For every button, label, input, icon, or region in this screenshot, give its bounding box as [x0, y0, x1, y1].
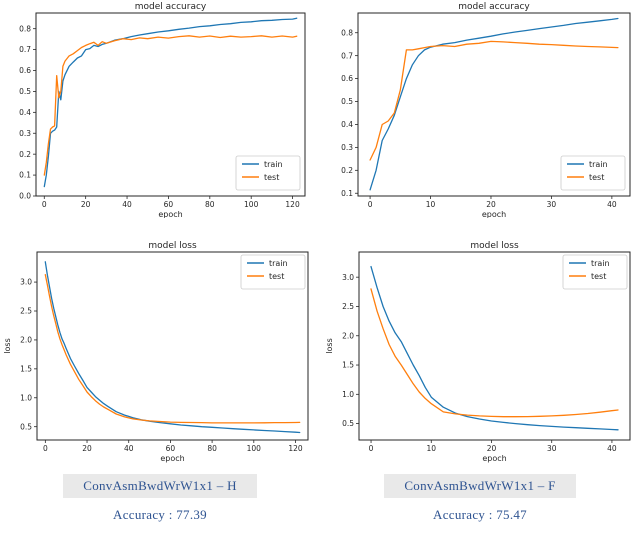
svg-text:0.3: 0.3: [19, 129, 31, 138]
svg-text:3.0: 3.0: [342, 273, 354, 282]
svg-text:20: 20: [82, 444, 92, 453]
svg-text:120: 120: [285, 200, 300, 209]
svg-text:2.5: 2.5: [342, 302, 354, 311]
svg-text:model accuracy: model accuracy: [135, 2, 207, 12]
svg-text:0.4: 0.4: [341, 120, 353, 129]
svg-text:30: 30: [547, 200, 557, 209]
svg-text:0.6: 0.6: [341, 74, 353, 83]
caption-model-h: ConvAsmBwdWrW1x1 – H Accuracy : 77.39: [0, 474, 320, 523]
svg-text:2.0: 2.0: [20, 336, 32, 345]
svg-text:train: train: [264, 160, 283, 169]
svg-text:0.2: 0.2: [341, 166, 353, 175]
svg-text:0.3: 0.3: [341, 143, 353, 152]
svg-text:0.2: 0.2: [19, 150, 31, 159]
svg-text:0: 0: [42, 200, 47, 209]
svg-text:0: 0: [43, 444, 48, 453]
svg-text:1.5: 1.5: [342, 361, 354, 370]
svg-text:10: 10: [426, 444, 436, 453]
model-name-label-f: ConvAsmBwdWrW1x1 – F: [384, 474, 576, 498]
svg-text:test: test: [589, 173, 604, 182]
svg-text:epoch: epoch: [158, 210, 182, 218]
svg-text:0.7: 0.7: [19, 45, 31, 54]
svg-text:test: test: [591, 272, 606, 281]
svg-text:epoch: epoch: [482, 210, 506, 218]
chart-model-loss-f: 0 10 20 30 40 0.5 1.0 1.5 2.0 2.5 3.0 model loss epo…: [322, 240, 640, 470]
svg-text:40: 40: [607, 200, 617, 209]
chart-model-accuracy-f: 0 10 20 30 40 0.1 0.2 0.3 0.4 0.5 0.6 0.7 0.8 model a…: [322, 0, 640, 219]
accuracy-value-h: Accuracy : 77.39: [113, 507, 207, 522]
svg-text:0.7: 0.7: [341, 51, 353, 60]
svg-text:0.8: 0.8: [19, 24, 31, 33]
loss-model-h-svg: 0 20 40 60 80 100 120 0.5 1.0 1.5 2.0 2.5 3.0 model l…: [3, 241, 309, 463]
svg-text:80: 80: [205, 200, 215, 209]
accuracy-value-f: Accuracy : 75.47: [433, 507, 527, 522]
svg-text:10: 10: [426, 200, 436, 209]
model-name-label-h: ConvAsmBwdWrW1x1 – H: [63, 474, 257, 498]
svg-text:epoch: epoch: [482, 454, 506, 463]
svg-text:40: 40: [124, 444, 134, 453]
svg-text:model accuracy: model accuracy: [458, 2, 530, 12]
svg-text:40: 40: [122, 200, 132, 209]
svg-text:loss: loss: [325, 338, 334, 353]
svg-text:train: train: [589, 160, 608, 169]
accuracy-model-f-svg: 0 10 20 30 40 0.1 0.2 0.3 0.4 0.5 0.6 0.7 0.8 model a…: [341, 2, 631, 219]
svg-text:80: 80: [207, 444, 217, 453]
svg-text:0.0: 0.0: [19, 192, 31, 201]
svg-text:test: test: [264, 173, 279, 182]
svg-text:30: 30: [547, 444, 557, 453]
svg-text:model loss: model loss: [148, 241, 197, 251]
svg-text:0.8: 0.8: [341, 28, 353, 37]
svg-text:train: train: [591, 259, 610, 268]
svg-text:20: 20: [486, 200, 496, 209]
svg-text:train: train: [269, 259, 288, 268]
svg-text:0.5: 0.5: [342, 419, 354, 428]
svg-text:epoch: epoch: [160, 454, 184, 463]
svg-text:test: test: [269, 272, 284, 281]
svg-text:1.0: 1.0: [20, 393, 32, 402]
svg-text:0.1: 0.1: [341, 189, 353, 198]
svg-text:40: 40: [607, 444, 617, 453]
svg-text:0.6: 0.6: [19, 66, 31, 75]
svg-text:0: 0: [369, 444, 374, 453]
svg-text:1.0: 1.0: [342, 390, 354, 399]
svg-text:60: 60: [164, 200, 174, 209]
svg-text:3.0: 3.0: [20, 278, 32, 287]
svg-text:0.4: 0.4: [19, 108, 31, 117]
svg-text:loss: loss: [3, 338, 12, 353]
svg-text:1.5: 1.5: [20, 364, 32, 373]
svg-text:0.1: 0.1: [19, 171, 31, 180]
chart-model-loss-h: 0 20 40 60 80 100 120 0.5 1.0 1.5 2.0 2.5 3.0 model l…: [0, 240, 318, 470]
svg-text:20: 20: [81, 200, 91, 209]
svg-text:120: 120: [288, 444, 303, 453]
caption-model-f: ConvAsmBwdWrW1x1 – F Accuracy : 75.47: [320, 474, 640, 523]
svg-text:20: 20: [487, 444, 497, 453]
svg-text:0.5: 0.5: [341, 97, 353, 106]
svg-text:100: 100: [247, 444, 262, 453]
svg-text:100: 100: [244, 200, 259, 209]
svg-text:model loss: model loss: [470, 241, 519, 251]
svg-text:0.5: 0.5: [20, 422, 32, 431]
accuracy-model-h-svg: 0 20 40 60 80 100 120 0.0 0.1 0.2 0.3 0.4 0.5 0.6 0.7 0…: [19, 2, 306, 219]
svg-text:2.5: 2.5: [20, 307, 32, 316]
captions-row: ConvAsmBwdWrW1x1 – H Accuracy : 77.39 Co…: [0, 474, 640, 523]
svg-text:0.5: 0.5: [19, 87, 31, 96]
svg-text:0: 0: [368, 200, 373, 209]
chart-model-accuracy-h: 0 20 40 60 80 100 120 0.0 0.1 0.2 0.3 0.4 0.5 0.6 0.7 0…: [0, 0, 318, 219]
svg-text:2.0: 2.0: [342, 331, 354, 340]
loss-model-f-svg: 0 10 20 30 40 0.5 1.0 1.5 2.0 2.5 3.0 model loss epo…: [325, 241, 631, 463]
svg-text:60: 60: [166, 444, 176, 453]
